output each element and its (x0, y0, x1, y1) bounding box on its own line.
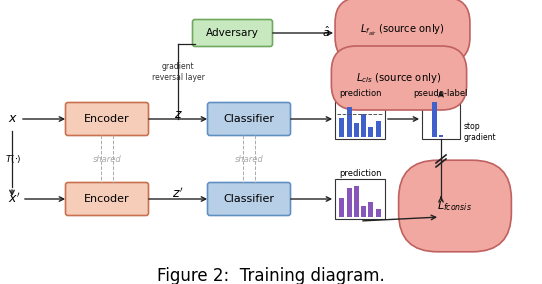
Bar (376, 121, 380, 137)
Bar (354, 186, 359, 217)
Bar (354, 123, 359, 137)
Text: $x$: $x$ (8, 112, 18, 126)
Text: $T(\cdot)$: $T(\cdot)$ (5, 153, 22, 165)
Text: Encoder: Encoder (84, 114, 130, 124)
Bar (346, 188, 352, 217)
Bar (433, 102, 437, 137)
Text: shared: shared (235, 154, 263, 164)
FancyBboxPatch shape (66, 183, 149, 216)
Text: shared: shared (93, 154, 121, 164)
Bar (369, 127, 373, 137)
Text: $z'$: $z'$ (172, 187, 184, 201)
Bar (339, 118, 344, 137)
Text: $\hat{a}$: $\hat{a}$ (322, 25, 330, 39)
Text: $L_{cls}$ (source only): $L_{cls}$ (source only) (357, 71, 442, 85)
Text: Classifier: Classifier (223, 194, 274, 204)
Bar (376, 209, 380, 217)
Bar (422, 99, 460, 139)
Text: $x'$: $x'$ (8, 192, 21, 206)
Text: pseudo-label: pseudo-label (414, 89, 468, 97)
Text: gradient
reversal layer: gradient reversal layer (152, 62, 204, 82)
Bar (361, 206, 366, 217)
Bar (339, 198, 344, 217)
Bar (346, 107, 352, 137)
Text: $L_{fconsis}$: $L_{fconsis}$ (437, 199, 473, 213)
Bar (369, 202, 373, 217)
Text: prediction: prediction (339, 89, 381, 97)
Text: prediction: prediction (339, 168, 381, 178)
Text: $z$: $z$ (173, 108, 183, 120)
Text: Figure 2:  Training diagram.: Figure 2: Training diagram. (157, 267, 385, 284)
Text: Adversary: Adversary (206, 28, 259, 38)
FancyBboxPatch shape (208, 183, 291, 216)
Bar (335, 179, 385, 219)
Bar (361, 114, 366, 137)
FancyBboxPatch shape (192, 20, 273, 47)
Text: Encoder: Encoder (84, 194, 130, 204)
FancyBboxPatch shape (208, 103, 291, 135)
Text: Classifier: Classifier (223, 114, 274, 124)
Bar (335, 99, 385, 139)
Text: $L_{f_{air}}$ (source only): $L_{f_{air}}$ (source only) (360, 22, 445, 37)
Bar (439, 135, 443, 137)
FancyBboxPatch shape (66, 103, 149, 135)
Text: stop
gradient: stop gradient (464, 122, 496, 141)
